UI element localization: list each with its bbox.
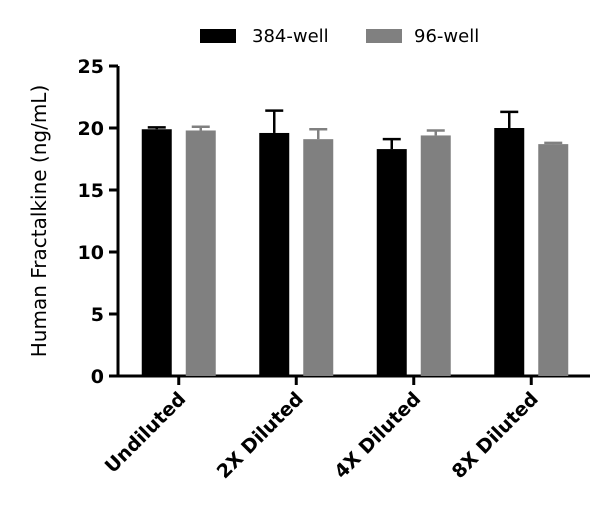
y-axis-title: Human Fractalkine (ng/mL) <box>27 85 51 357</box>
bar-96-well-2x-diluted <box>303 139 334 376</box>
legend-swatch-384-well <box>200 29 236 43</box>
y-tick-label: 15 <box>78 180 104 202</box>
y-tick-label: 20 <box>78 118 104 140</box>
y-tick-label: 0 <box>91 366 104 388</box>
x-category-label: 8X Diluted <box>448 388 543 483</box>
bar-96-well-4x-diluted <box>420 135 451 376</box>
y-tick-label: 5 <box>91 304 104 326</box>
x-category-label: 4X Diluted <box>330 388 425 483</box>
plot-area: 0 5 10 15 20 25 Undiluted 2X Diluted 4X Diluted 8… <box>78 56 590 483</box>
y-tick-label: 10 <box>78 242 104 264</box>
legend-swatch-96-well <box>366 29 402 43</box>
legend-label-96-well: 96-well <box>414 26 479 47</box>
legend-label-384-well: 384-well <box>252 26 329 47</box>
y-tick-label: 25 <box>78 56 104 78</box>
bar-384-well-2x-diluted <box>259 132 290 376</box>
legend: 384-well 96-well <box>200 26 479 47</box>
bar-384-well-undiluted <box>141 129 172 376</box>
bar-96-well-undiluted <box>185 130 216 376</box>
bar-96-well-8x-diluted <box>538 144 569 376</box>
x-category-label: Undiluted <box>101 388 191 478</box>
bar-384-well-8x-diluted <box>494 128 525 376</box>
x-category-label: 2X Diluted <box>213 388 308 483</box>
bar-384-well-4x-diluted <box>376 149 407 376</box>
